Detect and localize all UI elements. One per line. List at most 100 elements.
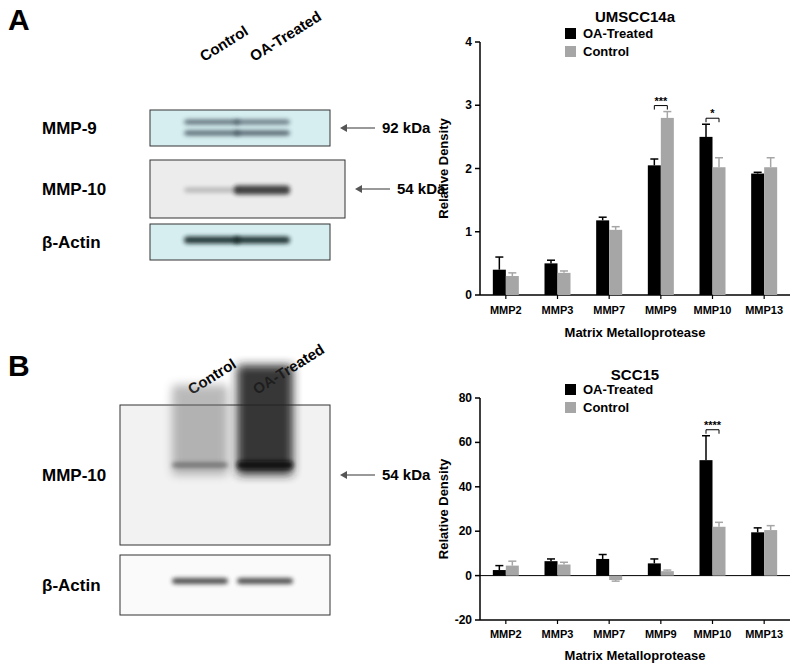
bar xyxy=(558,273,571,295)
legend-label: Control xyxy=(583,400,629,415)
blot-band xyxy=(237,461,293,469)
y-tick-label: 4 xyxy=(465,35,472,49)
x-tick-label: MMP2 xyxy=(490,628,522,640)
chart-title: SCC15 xyxy=(611,366,659,383)
size-label: 92 kDa xyxy=(382,119,431,136)
blot-panel: BControlOA-TreatedMMP-1054 kDaβ-Actin xyxy=(8,340,431,615)
blot-band xyxy=(234,186,290,195)
error-bar xyxy=(495,566,503,570)
legend-swatch xyxy=(565,46,576,57)
error-bar xyxy=(560,271,568,273)
bar xyxy=(545,263,558,295)
legend: OA-TreatedControl xyxy=(565,26,653,59)
x-tick xyxy=(712,620,713,624)
blot-band xyxy=(184,131,240,136)
blot-band xyxy=(184,188,240,193)
error-bar xyxy=(715,522,723,526)
x-tick-label: MMP7 xyxy=(593,628,625,640)
x-tick-label: MMP3 xyxy=(542,628,574,640)
bar xyxy=(713,527,726,576)
blot-band xyxy=(184,120,240,125)
x-axis xyxy=(480,619,790,621)
x-tick xyxy=(660,295,661,299)
error-bar xyxy=(612,580,620,581)
x-tick xyxy=(557,620,558,624)
bar xyxy=(700,460,713,575)
y-axis-title: Relative Density xyxy=(436,458,451,559)
blot-panel: AControlOA-TreatedMMP-992 kDaMMP-1054 kD… xyxy=(8,3,446,260)
size-arrowhead xyxy=(340,124,347,132)
y-tick-label: 0 xyxy=(465,288,472,302)
blot-image xyxy=(150,110,330,146)
error-bar xyxy=(767,526,775,530)
significance-label: **** xyxy=(704,419,722,431)
error-bar xyxy=(599,555,607,559)
x-tick xyxy=(557,295,558,299)
legend-label: OA-Treated xyxy=(583,26,653,41)
bar xyxy=(648,165,661,295)
size-arrowhead xyxy=(355,185,362,193)
legend-swatch xyxy=(565,384,576,395)
x-tick-label: MMP2 xyxy=(490,304,522,316)
bar xyxy=(764,530,777,576)
error-bar xyxy=(702,436,710,460)
x-tick xyxy=(764,620,765,624)
x-tick-label: MMP10 xyxy=(694,304,732,316)
figure: AControlOA-TreatedMMP-992 kDaMMP-1054 kD… xyxy=(0,0,800,667)
blot-band xyxy=(234,237,290,244)
bar xyxy=(596,220,609,295)
lane-label: OA-Treated xyxy=(247,7,325,64)
blot-image xyxy=(120,555,330,615)
y-tick-label: 3 xyxy=(465,98,472,112)
bar xyxy=(609,230,622,295)
bar xyxy=(506,566,519,576)
significance-label: * xyxy=(710,107,715,119)
size-arrow xyxy=(344,474,375,475)
x-axis-title: Matrix Metalloprotease xyxy=(565,325,706,340)
error-bar xyxy=(650,159,658,165)
y-tick-label: 80 xyxy=(459,391,473,405)
legend-swatch xyxy=(565,402,576,413)
lane-label: Control xyxy=(197,22,251,65)
size-arrowhead xyxy=(340,471,347,479)
bar xyxy=(751,532,764,575)
blot-band xyxy=(237,365,293,475)
error-bar xyxy=(663,570,671,571)
chart-title: UMSCC14a xyxy=(595,8,676,25)
error-bar xyxy=(767,158,775,167)
x-tick xyxy=(609,620,610,624)
bar xyxy=(751,174,764,295)
size-label: 54 kDa xyxy=(382,466,431,483)
bar xyxy=(661,118,674,295)
blot-row-label: MMP-10 xyxy=(42,466,106,485)
bar-chart: UMSCC14a01234Relative DensityMatrix Meta… xyxy=(436,8,790,340)
blot-band xyxy=(172,463,228,468)
x-tick-label: MMP10 xyxy=(694,628,732,640)
y-axis xyxy=(479,42,481,295)
legend-swatch xyxy=(565,28,576,39)
plot-area xyxy=(493,112,777,295)
blot-row-label: β-Actin xyxy=(42,233,101,252)
bar xyxy=(648,563,661,575)
blot-image xyxy=(150,160,345,218)
panel-letter: A xyxy=(8,3,30,36)
y-tick-label: 0 xyxy=(465,569,472,583)
plot-area xyxy=(493,436,777,581)
bar xyxy=(764,167,777,295)
x-tick xyxy=(712,295,713,299)
x-tick-label: MMP13 xyxy=(745,628,783,640)
bar-chart: SCC15-20020406080Relative DensityMatrix … xyxy=(436,366,790,663)
x-axis xyxy=(480,294,790,296)
size-arrow xyxy=(359,188,390,189)
blot-band xyxy=(234,120,290,125)
x-tick-label: MMP9 xyxy=(645,304,677,316)
error-bar xyxy=(508,273,516,276)
y-tick-label: -20 xyxy=(455,613,473,627)
size-arrow xyxy=(344,127,375,128)
bar xyxy=(700,137,713,295)
error-bar xyxy=(715,158,723,167)
error-bar xyxy=(599,217,607,220)
blot-row-label: MMP-9 xyxy=(42,119,97,138)
error-bar xyxy=(754,172,762,173)
blot-image xyxy=(150,224,330,260)
